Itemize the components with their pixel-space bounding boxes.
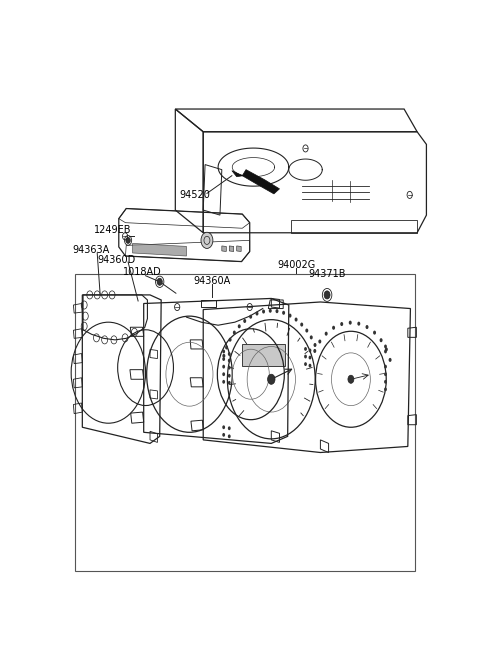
Polygon shape (229, 246, 234, 251)
Circle shape (228, 381, 231, 384)
Circle shape (228, 426, 231, 430)
Circle shape (380, 338, 383, 342)
Circle shape (385, 348, 388, 352)
Circle shape (309, 363, 312, 367)
Polygon shape (232, 171, 243, 176)
Circle shape (304, 355, 307, 358)
Circle shape (269, 309, 272, 313)
Circle shape (157, 278, 162, 285)
Circle shape (384, 344, 387, 348)
Circle shape (304, 362, 307, 366)
Circle shape (222, 380, 225, 384)
Circle shape (324, 291, 330, 299)
Circle shape (233, 331, 236, 335)
Circle shape (243, 319, 246, 323)
Circle shape (309, 348, 312, 352)
Circle shape (300, 323, 303, 327)
Circle shape (222, 354, 225, 358)
Circle shape (318, 340, 321, 344)
Circle shape (201, 232, 213, 249)
Text: 1018AD: 1018AD (122, 267, 161, 277)
Text: 94520: 94520 (179, 190, 210, 200)
Circle shape (228, 359, 231, 363)
Circle shape (222, 373, 225, 376)
Circle shape (313, 343, 316, 347)
Circle shape (384, 350, 387, 354)
Text: 94002G: 94002G (277, 260, 315, 270)
Bar (75, 274, 415, 571)
Circle shape (305, 329, 308, 333)
Circle shape (313, 349, 316, 353)
Circle shape (126, 237, 130, 243)
Circle shape (366, 325, 369, 329)
Circle shape (332, 326, 335, 330)
Circle shape (222, 357, 225, 361)
Text: 94360A: 94360A (193, 276, 230, 286)
Circle shape (267, 374, 275, 384)
Circle shape (222, 365, 225, 369)
Circle shape (222, 433, 225, 437)
Polygon shape (237, 246, 241, 251)
Polygon shape (132, 243, 186, 256)
Circle shape (262, 310, 265, 314)
Circle shape (324, 332, 328, 336)
Circle shape (357, 321, 360, 325)
Circle shape (255, 312, 258, 316)
Text: 94371B: 94371B (308, 269, 346, 279)
Circle shape (225, 346, 228, 350)
Circle shape (238, 324, 241, 329)
Circle shape (304, 347, 307, 351)
Circle shape (295, 318, 298, 321)
Circle shape (384, 388, 387, 391)
Circle shape (228, 374, 231, 378)
Circle shape (349, 321, 352, 325)
Circle shape (309, 356, 312, 359)
Bar (241, 344, 286, 365)
Circle shape (384, 373, 387, 376)
Circle shape (228, 338, 231, 342)
Circle shape (373, 331, 376, 335)
Circle shape (288, 314, 291, 318)
Text: 94363A: 94363A (72, 245, 109, 255)
Circle shape (228, 352, 231, 356)
Polygon shape (222, 246, 226, 251)
Circle shape (222, 425, 225, 429)
Circle shape (282, 311, 285, 315)
Text: 1249EB: 1249EB (95, 225, 132, 236)
Circle shape (384, 365, 387, 369)
Circle shape (310, 335, 313, 339)
Circle shape (348, 375, 354, 383)
Circle shape (222, 350, 225, 354)
Circle shape (384, 380, 387, 384)
Text: 94360D: 94360D (97, 255, 136, 265)
Circle shape (228, 434, 231, 438)
Polygon shape (242, 170, 279, 194)
Circle shape (340, 322, 343, 326)
Circle shape (389, 358, 392, 362)
Circle shape (228, 366, 231, 369)
Circle shape (276, 309, 278, 313)
Circle shape (249, 315, 252, 319)
